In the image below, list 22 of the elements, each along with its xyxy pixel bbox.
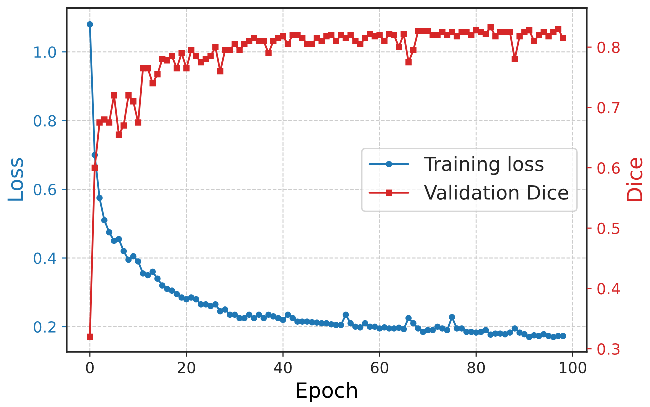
x-axis-title: Epoch (297, 382, 358, 402)
x-tick-label: 20 (178, 362, 196, 374)
legend-label: Training loss (424, 156, 544, 176)
y2-axis-title: Dice (626, 158, 643, 202)
x-tick-label: 100 (560, 362, 587, 374)
y2-tick-label: 0.6 (598, 162, 620, 174)
x-tick-label: 40 (274, 362, 292, 374)
x-tick-label: 60 (371, 362, 389, 374)
legend-label: Validation Dice (424, 184, 568, 200)
y-tick-label: 0.2 (34, 321, 56, 333)
x-tick-label: 80 (468, 362, 486, 374)
y2-tick-label: 0.3 (598, 344, 620, 356)
y-tick-label: 0.8 (34, 115, 56, 127)
y2-tick-label: 0.8 (598, 42, 620, 54)
y-tick-label: 0.6 (34, 184, 56, 196)
y-tick-label: 0.4 (34, 252, 56, 264)
y-tick-label: 1.0 (34, 46, 56, 58)
y2-tick-label: 0.7 (598, 102, 620, 114)
y2-tick-label: 0.4 (598, 283, 620, 295)
y-axis-title: Loss (8, 158, 24, 201)
x-tick-label: 0 (86, 362, 94, 374)
y2-tick-label: 0.5 (598, 222, 620, 234)
